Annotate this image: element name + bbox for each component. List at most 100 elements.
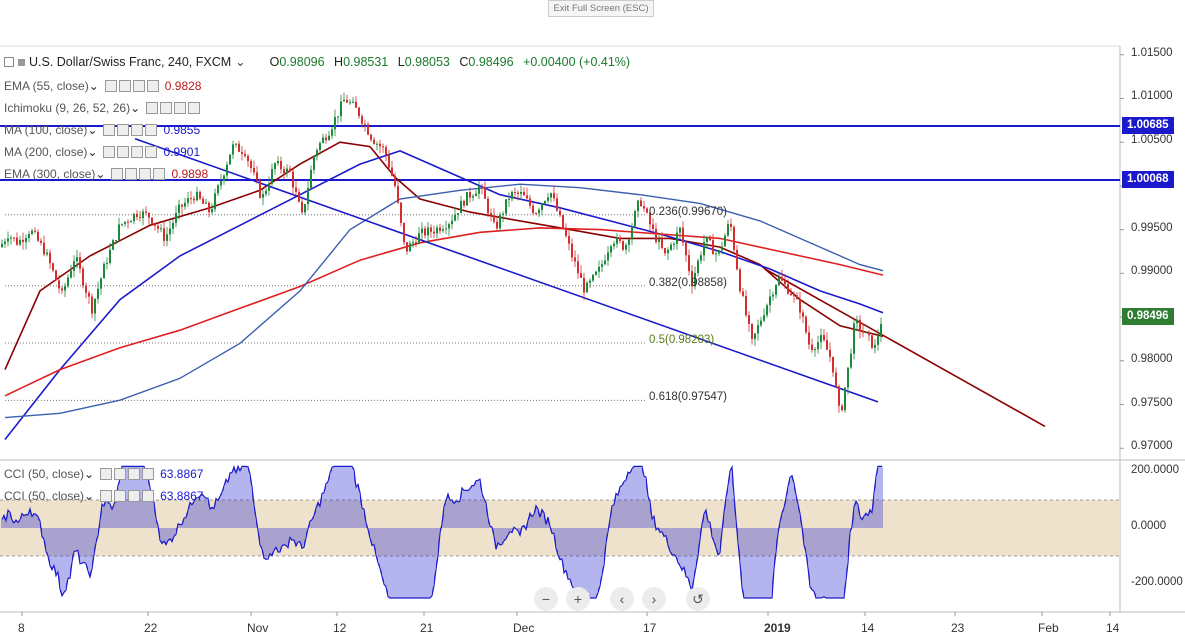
price-bar: [493, 215, 495, 222]
collapse-icon[interactable]: [4, 57, 14, 67]
eye-icon[interactable]: [103, 124, 116, 136]
gear-icon[interactable]: [118, 80, 131, 92]
price-bar: [100, 278, 102, 289]
price-bar: [43, 242, 45, 255]
price-bar: [796, 295, 798, 300]
price-bar: [544, 200, 546, 204]
eye-icon[interactable]: [146, 102, 159, 114]
chevron-down-icon[interactable]: ⌄: [95, 167, 106, 181]
price-bar: [370, 134, 372, 140]
plus-icon[interactable]: [139, 168, 152, 180]
eye-icon[interactable]: [100, 490, 113, 502]
price-bar: [439, 227, 441, 232]
gear-icon[interactable]: [117, 146, 130, 158]
price-bar: [190, 198, 192, 200]
price-bar: [283, 169, 285, 174]
plus-icon[interactable]: [131, 124, 144, 136]
price-bar: [355, 101, 357, 108]
price-bar: [379, 143, 381, 147]
price-bar: [472, 196, 474, 198]
close-icon[interactable]: [145, 124, 158, 136]
scroll-right-button[interactable]: ›: [642, 587, 666, 611]
price-bar: [259, 180, 261, 198]
price-bar: [538, 209, 540, 214]
price-bar: [505, 199, 507, 214]
price-bar: [106, 262, 108, 264]
price-bar: [736, 249, 738, 270]
gear-icon[interactable]: [117, 124, 130, 136]
close-icon[interactable]: [142, 490, 155, 502]
price-bar: [199, 191, 201, 199]
price-bar: [235, 143, 237, 145]
plus-icon[interactable]: [131, 146, 144, 158]
price-bar: [613, 243, 615, 247]
price-bar: [706, 236, 708, 243]
price-bar: [877, 336, 879, 345]
price-bar: [502, 213, 504, 215]
price-bar: [874, 344, 876, 348]
price-bar: [598, 266, 600, 272]
price-bar: [820, 335, 822, 343]
price-bar: [1, 243, 3, 248]
plus-icon[interactable]: [128, 490, 141, 502]
gear-icon[interactable]: [114, 468, 127, 480]
chevron-down-icon[interactable]: ⌄: [84, 489, 95, 503]
plus-icon[interactable]: [132, 80, 145, 92]
price-bar: [286, 168, 288, 174]
price-bar: [427, 227, 429, 236]
price-bar: [655, 228, 657, 242]
indicator-name: EMA (300, close): [4, 167, 96, 181]
gear-icon[interactable]: [114, 490, 127, 502]
close-icon[interactable]: [145, 146, 158, 158]
price-bar: [667, 249, 669, 254]
zoom-in-button[interactable]: +: [566, 587, 590, 611]
price-bar: [391, 167, 393, 176]
cci-line: [1, 464, 882, 599]
price-bar: [346, 99, 348, 103]
zoom-out-button[interactable]: −: [534, 587, 558, 611]
price-bar: [253, 167, 255, 173]
eye-icon[interactable]: [100, 468, 113, 480]
close-icon[interactable]: [146, 80, 159, 92]
scroll-left-button[interactable]: ‹: [610, 587, 634, 611]
chevron-down-icon[interactable]: ⌄: [88, 79, 99, 93]
price-bar: [562, 215, 564, 229]
chevron-down-icon[interactable]: ⌄: [84, 467, 95, 481]
price-bar: [157, 225, 159, 229]
price-bar: [676, 232, 678, 244]
ohlc-readout: O0.98096 H0.98531 L0.98053 C0.98496 +0.0…: [269, 55, 631, 69]
eye-icon[interactable]: [111, 168, 124, 180]
price-bar: [118, 224, 120, 241]
price-bar: [88, 292, 90, 297]
price-bar: [418, 233, 420, 244]
price-bar: [58, 280, 60, 289]
price-bar: [331, 129, 333, 136]
ma-200-line: [4, 183, 884, 419]
close-icon[interactable]: [142, 468, 155, 480]
price-bar: [541, 203, 543, 210]
y-tick-label: 1.00500: [1131, 134, 1173, 147]
price-bar: [679, 227, 681, 233]
gear-icon[interactable]: [125, 168, 138, 180]
price-bar: [811, 344, 813, 351]
close-icon[interactable]: [153, 168, 166, 180]
gear-icon[interactable]: [160, 102, 173, 114]
reset-chart-button[interactable]: ↺: [686, 587, 710, 611]
price-bar: [79, 257, 81, 269]
price-bar: [91, 296, 93, 314]
chevron-down-icon[interactable]: ⌄: [87, 123, 98, 137]
plus-icon[interactable]: [128, 468, 141, 480]
chevron-down-icon[interactable]: ⌄: [130, 101, 141, 115]
price-bar: [187, 198, 189, 203]
x-tick-label: 22: [144, 621, 158, 635]
price-bar: [850, 353, 852, 368]
exit-fullscreen-button[interactable]: Exit Full Screen (ESC): [548, 0, 654, 17]
y-tick-label: 0.99000: [1131, 265, 1173, 278]
close-icon[interactable]: [188, 102, 201, 114]
eye-icon[interactable]: [103, 146, 116, 158]
eye-icon[interactable]: [104, 80, 117, 92]
plus-icon[interactable]: [174, 102, 187, 114]
chevron-down-icon[interactable]: ⌄: [235, 55, 246, 69]
chevron-down-icon[interactable]: ⌄: [87, 145, 98, 159]
